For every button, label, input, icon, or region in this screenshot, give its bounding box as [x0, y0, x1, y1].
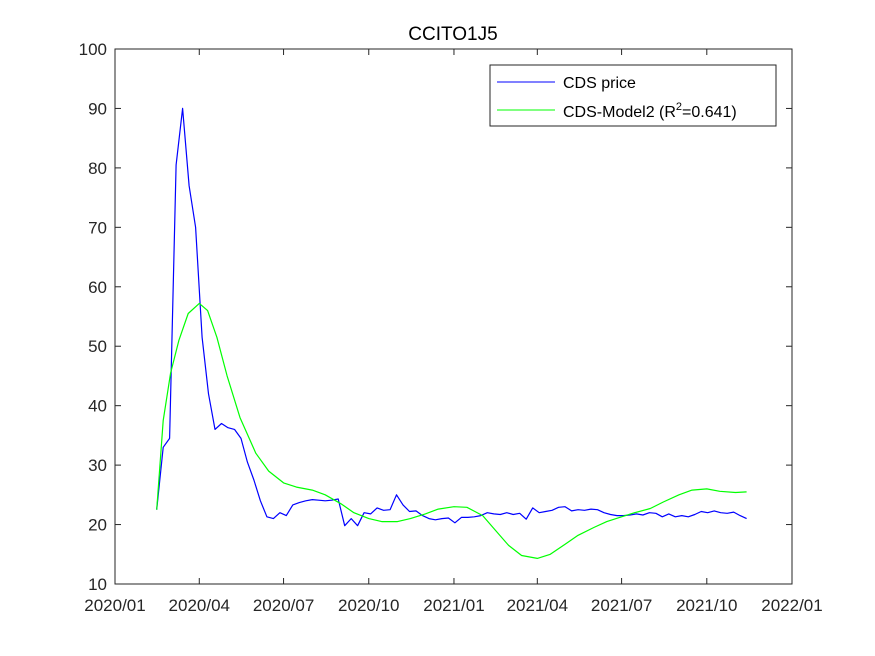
legend-label-cds-price: CDS price	[563, 75, 636, 92]
y-axis: 10 20 30 40 50 60 70 80 90 100	[79, 40, 792, 594]
legend-label-cds-model2: CDS-Model2 (R2=0.641)	[563, 101, 737, 121]
y-tick-label: 50	[88, 337, 107, 356]
y-tick-label: 30	[88, 456, 107, 475]
x-tick-label: 2021/04	[507, 596, 568, 615]
x-tick-label: 2020/10	[338, 596, 399, 615]
x-tick-label: 2020/04	[169, 596, 230, 615]
legend-label-prefix: CDS-Model2 (R	[563, 104, 676, 121]
x-tick-label: 2022/01	[761, 596, 822, 615]
y-tick-label: 60	[88, 278, 107, 297]
y-tick-label: 100	[79, 40, 107, 59]
x-tick-label: 2021/10	[676, 596, 737, 615]
chart-title: CCITO1J5	[408, 24, 497, 45]
y-tick-label: 90	[88, 99, 107, 118]
legend-label-superscript: 2	[676, 101, 682, 113]
series-line-cds-model2	[156, 302, 747, 559]
x-axis: 2020/01 2020/04 2020/07 2020/10 2021/01 2021/…	[84, 49, 823, 615]
plot-area	[114, 48, 793, 585]
x-tick-label: 2021/01	[423, 596, 484, 615]
legend: CDS price CDS-Model2 (R2=0.641)	[489, 64, 777, 127]
series-lines	[156, 107, 747, 559]
y-tick-label: 40	[88, 397, 107, 416]
x-tick-label: 2020/01	[84, 596, 145, 615]
y-tick-label: 10	[88, 575, 107, 594]
legend-box	[489, 64, 777, 127]
legend-label-suffix: =0.641)	[682, 104, 737, 121]
series-line-cds-price	[156, 107, 747, 527]
y-tick-label: 80	[88, 159, 107, 178]
y-tick-label: 20	[88, 516, 107, 535]
y-tick-label: 70	[88, 218, 107, 237]
x-tick-label: 2020/07	[253, 596, 314, 615]
x-tick-label: 2021/07	[591, 596, 652, 615]
